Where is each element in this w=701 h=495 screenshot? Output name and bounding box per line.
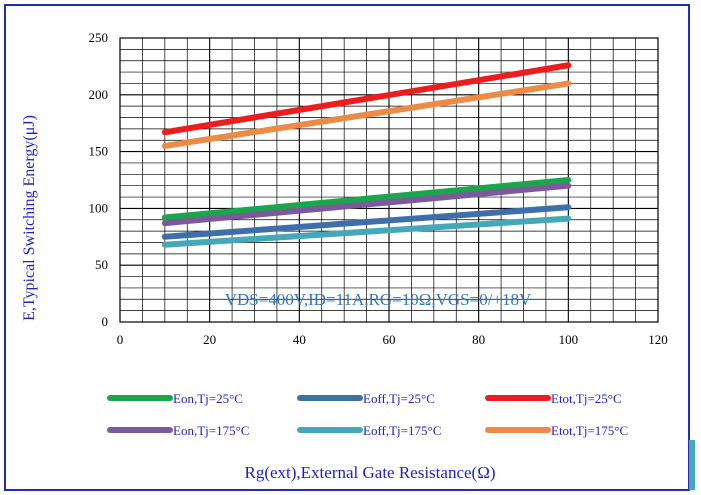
x-axis-label: Rg(ext),External Gate Resistance(Ω) (244, 463, 495, 482)
x-axis-ticks: 0 20 40 60 80 100 120 (117, 332, 668, 347)
x-tick-label: 100 (559, 332, 579, 347)
legend-label: Eon,Tj=25°C (173, 391, 243, 406)
y-axis-label: E,Typical Switching Energy(μJ) (21, 115, 38, 321)
chart-border (4, 4, 690, 491)
chart-annotation: VDS=400V,ID=11A,RG=10Ω,VGS=0/+18V (225, 290, 532, 309)
series-line (161, 80, 572, 149)
series-line (161, 177, 572, 221)
plot-border (119, 37, 659, 323)
legend-label: Eoff,Tj=25°C (363, 391, 435, 406)
x-tick-label: 20 (203, 332, 216, 347)
y-tick-label: 250 (89, 30, 109, 45)
legend-label: Eon,Tj=175°C (173, 423, 249, 438)
series-line (161, 215, 572, 248)
series-line (161, 62, 572, 136)
series-line (161, 204, 572, 240)
y-tick-label: 0 (102, 314, 109, 329)
plot-area: VDS=400V,ID=11A,RG=10Ω,VGS=0/+18V (119, 37, 659, 323)
legend-label: Etot,Tj=175°C (551, 423, 628, 438)
x-tick-label: 80 (472, 332, 485, 347)
x-tick-label: 120 (648, 332, 668, 347)
y-tick-label: 200 (89, 87, 109, 102)
y-axis-ticks: 0 50 100 150 200 250 (89, 30, 109, 329)
x-tick-label: 0 (117, 332, 124, 347)
legend: Eon,Tj=25°C Eoff,Tj=25°C Etot,Tj=25°C Eon,T… (107, 391, 628, 438)
y-tick-label: 150 (89, 144, 109, 159)
x-tick-label: 60 (383, 332, 396, 347)
series-lines (161, 62, 572, 248)
chart-border-bottom-accent (689, 440, 695, 490)
legend-label: Eoff,Tj=175°C (363, 423, 441, 438)
y-tick-label: 50 (95, 257, 108, 272)
x-tick-label: 40 (293, 332, 306, 347)
series-line (161, 182, 572, 227)
y-tick-label: 100 (89, 200, 109, 215)
legend-label: Etot,Tj=25°C (551, 391, 622, 406)
